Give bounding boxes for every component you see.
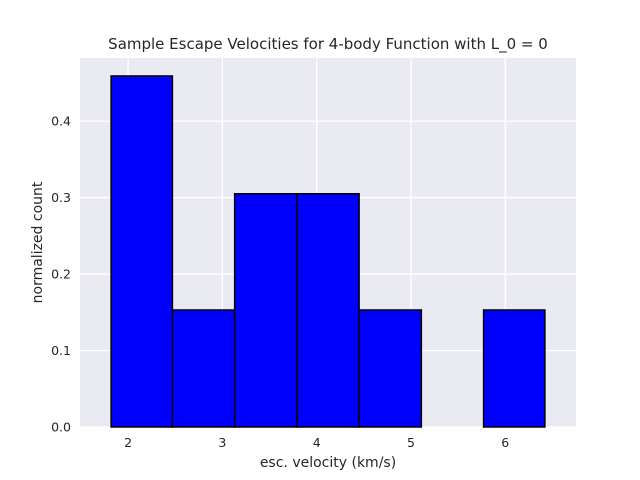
bars	[110, 75, 546, 428]
x-tick-label: 5	[407, 435, 415, 450]
histogram-bar-4	[358, 309, 423, 428]
y-tick-label: 0.0	[51, 420, 71, 435]
histogram-bar-1	[171, 309, 236, 428]
x-tick-labels: 2 3 4 5 6	[124, 435, 509, 450]
y-tick-label: 0.2	[51, 267, 71, 282]
x-tick-label: 2	[124, 435, 132, 450]
y-tick-label: 0.4	[51, 114, 71, 129]
chart-title: Sample Escape Velocities for 4-body Func…	[108, 35, 548, 54]
histogram-bar-0	[110, 75, 174, 428]
x-tick-label: 4	[313, 435, 321, 450]
histogram-bar-6	[482, 309, 546, 428]
histogram-bar-2	[233, 192, 298, 428]
y-tick-label: 0.1	[51, 343, 71, 358]
y-tick-labels: 0.0 0.1 0.2 0.3 0.4	[51, 114, 71, 435]
x-axis-label: esc. velocity (km/s)	[260, 455, 396, 471]
x-tick-label: 6	[501, 435, 509, 450]
x-tick-label: 3	[218, 435, 226, 450]
y-tick-label: 0.3	[51, 190, 71, 205]
histogram-bar-3	[296, 192, 360, 428]
y-axis-label: normalized count	[30, 181, 46, 303]
